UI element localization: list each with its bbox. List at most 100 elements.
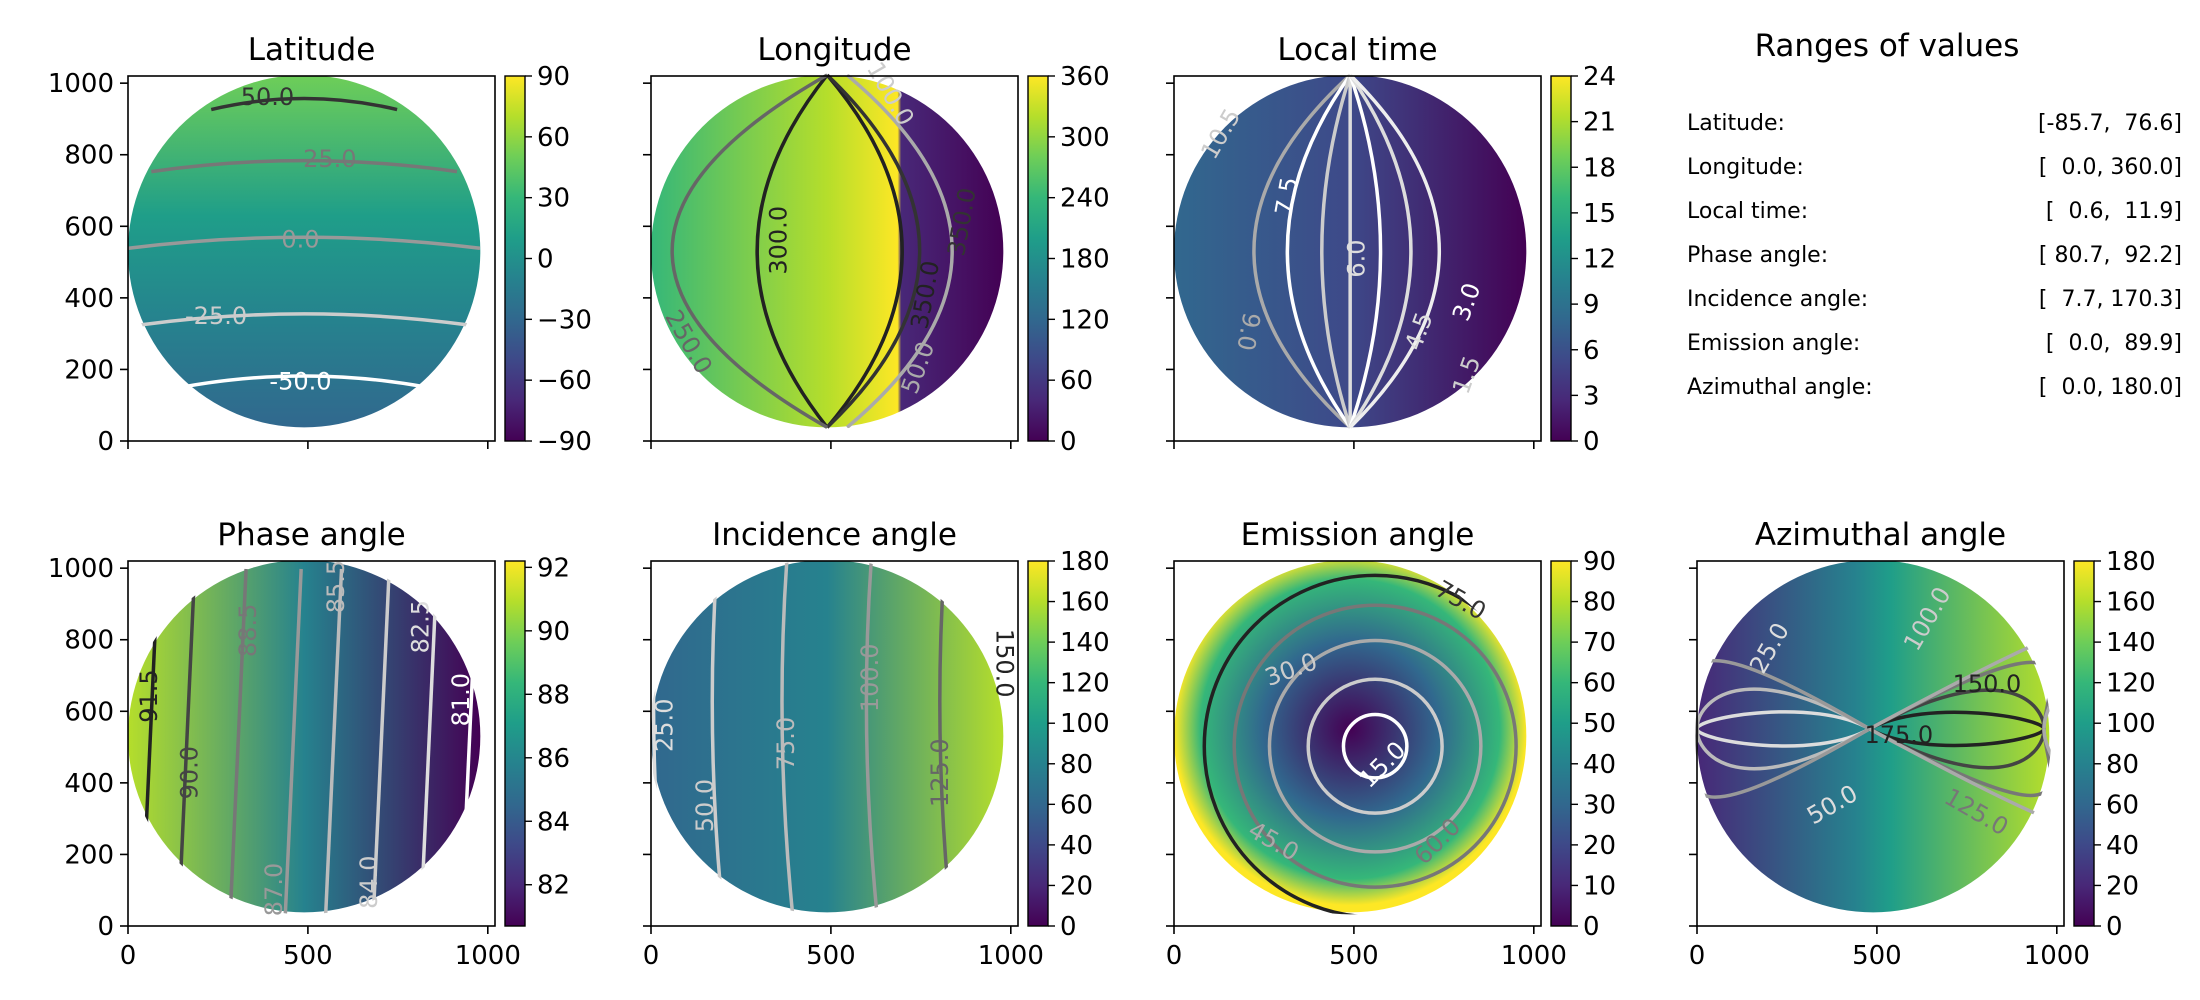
colorbar-tick-label: 12 bbox=[1583, 245, 1616, 275]
colorbar-tick-label: 100 bbox=[2106, 709, 2156, 739]
axes-frame bbox=[650, 75, 1019, 442]
contour-line bbox=[864, 560, 879, 915]
panel-local-time: Local time10.57.56.04.53.09.01.524211815… bbox=[1166, 32, 1616, 457]
contour-line bbox=[1306, 677, 1444, 816]
axes-frame bbox=[1173, 75, 1542, 442]
colorbar-tick-label: 100 bbox=[1060, 709, 1110, 739]
contour-label: 125.0 bbox=[926, 738, 954, 807]
panel-title: Emission angle bbox=[1241, 517, 1475, 553]
contour-label: 150.0 bbox=[990, 629, 1018, 698]
colorbar-tick-label: 92 bbox=[537, 553, 570, 583]
axes-frame bbox=[1696, 560, 2065, 927]
contour-label: 6.0 bbox=[1343, 239, 1371, 277]
panel-title: Local time bbox=[1277, 32, 1437, 68]
contour-line bbox=[1695, 727, 1871, 748]
colorbar bbox=[504, 75, 526, 442]
colorbar-tick-label: 180 bbox=[1060, 245, 1110, 275]
contour-label: 91.5 bbox=[135, 669, 163, 722]
colorbar-tick-label: 140 bbox=[1060, 628, 1110, 658]
planet-disk bbox=[651, 561, 1004, 913]
colorbar-tick-label: 60 bbox=[2106, 790, 2139, 820]
colorbar-tick-label: 50 bbox=[1583, 709, 1616, 739]
contour-line bbox=[1232, 603, 1518, 889]
panel-title: Ranges of values bbox=[1755, 28, 2020, 64]
y-tick-label: 200 bbox=[64, 355, 114, 385]
contour-line bbox=[1868, 688, 2046, 731]
colorbar bbox=[1027, 560, 1049, 927]
contour-label: 150.0 bbox=[1953, 670, 2022, 698]
y-tick-label: 600 bbox=[64, 212, 114, 242]
colorbar-tick-label: 86 bbox=[537, 744, 570, 774]
colorbar-tick-label: 360 bbox=[1060, 62, 1110, 92]
colorbar-tick-label: 40 bbox=[1583, 750, 1616, 780]
range-value: [ 0.0, 180.0] bbox=[2039, 375, 2182, 400]
contour-label: -25.0 bbox=[185, 302, 247, 330]
range-label: Longitude: bbox=[1687, 155, 1804, 180]
y-tick-label: 1000 bbox=[48, 69, 114, 99]
axes-frame bbox=[127, 75, 496, 442]
panel-title: Latitude bbox=[248, 32, 376, 68]
contour-line bbox=[1868, 727, 2046, 770]
range-value: [ 0.0, 89.9] bbox=[2046, 331, 2182, 356]
x-tick-label: 0 bbox=[643, 941, 660, 971]
range-value: [ 7.7, 170.3] bbox=[2039, 287, 2182, 312]
y-tick-label: 200 bbox=[64, 840, 114, 870]
colorbar-tick-label: 15 bbox=[1583, 199, 1616, 229]
contour-label: 9.0 bbox=[1231, 310, 1265, 352]
contour-line bbox=[1868, 727, 2052, 831]
colorbar-tick-label: 60 bbox=[1060, 366, 1093, 396]
y-tick-label: 400 bbox=[64, 284, 114, 314]
contour-label: 100.0 bbox=[856, 643, 884, 712]
colorbar-tick-label: 21 bbox=[1583, 108, 1616, 138]
contour-label: 175.0 bbox=[1864, 721, 1933, 749]
colorbar-tick-label: 60 bbox=[1583, 669, 1616, 699]
contour-line bbox=[1320, 74, 1352, 428]
colorbar bbox=[1550, 75, 1572, 442]
panel-title: Phase angle bbox=[217, 517, 405, 553]
contour-line bbox=[825, 73, 922, 429]
colorbar bbox=[1027, 75, 1049, 442]
colorbar-tick-label: 10 bbox=[1583, 871, 1616, 901]
y-tick-label: 800 bbox=[64, 141, 114, 171]
contour-line bbox=[210, 96, 398, 112]
x-tick-label: 500 bbox=[1852, 941, 1902, 971]
x-tick-label: 1000 bbox=[1501, 941, 1567, 971]
y-tick-label: 400 bbox=[64, 769, 114, 799]
colorbar-tick-label: 300 bbox=[1060, 123, 1110, 153]
contour-line bbox=[755, 73, 829, 429]
colorbar-tick-label: 70 bbox=[1583, 628, 1616, 658]
range-label: Azimuthal angle: bbox=[1687, 375, 1873, 400]
y-tick-label: 600 bbox=[64, 697, 114, 727]
contour-line bbox=[283, 568, 303, 915]
axes-frame bbox=[650, 560, 1019, 927]
range-value: [ 0.6, 11.9] bbox=[2046, 199, 2182, 224]
colorbar-tick-label: 30 bbox=[1583, 790, 1616, 820]
colorbar-tick-label: 60 bbox=[1060, 790, 1093, 820]
colorbar bbox=[1550, 560, 1572, 927]
range-value: [-85.7, 76.6] bbox=[2038, 111, 2182, 136]
colorbar-tick-label: 20 bbox=[1583, 831, 1616, 861]
colorbar-tick-label: 20 bbox=[2106, 871, 2139, 901]
contour-line bbox=[780, 560, 795, 915]
x-tick-label: 1000 bbox=[455, 941, 521, 971]
contour-line bbox=[1348, 74, 1383, 428]
contour-line bbox=[228, 568, 248, 915]
panel-ranges-of-values: Ranges of values Latitude: [-85.7, 76.6] Lo… bbox=[1687, 28, 2182, 400]
colorbar-tick-label: −60 bbox=[537, 366, 592, 396]
panel-title: Longitude bbox=[757, 32, 911, 68]
contour-line bbox=[1202, 573, 1529, 915]
colorbar bbox=[2073, 560, 2095, 927]
colorbar-tick-label: −90 bbox=[537, 427, 592, 457]
colorbar-tick-label: 20 bbox=[1060, 871, 1093, 901]
x-tick-label: 0 bbox=[1166, 941, 1183, 971]
contour-line bbox=[1252, 73, 1352, 429]
colorbar-tick-label: 160 bbox=[2106, 588, 2156, 618]
axes-frame bbox=[1173, 560, 1542, 927]
contour-line bbox=[140, 312, 468, 327]
contour-line bbox=[1348, 74, 1413, 429]
contour-line bbox=[1695, 710, 1871, 731]
contour-line bbox=[1695, 727, 1871, 771]
colorbar-tick-label: 84 bbox=[537, 807, 570, 837]
contour-line bbox=[128, 235, 481, 250]
